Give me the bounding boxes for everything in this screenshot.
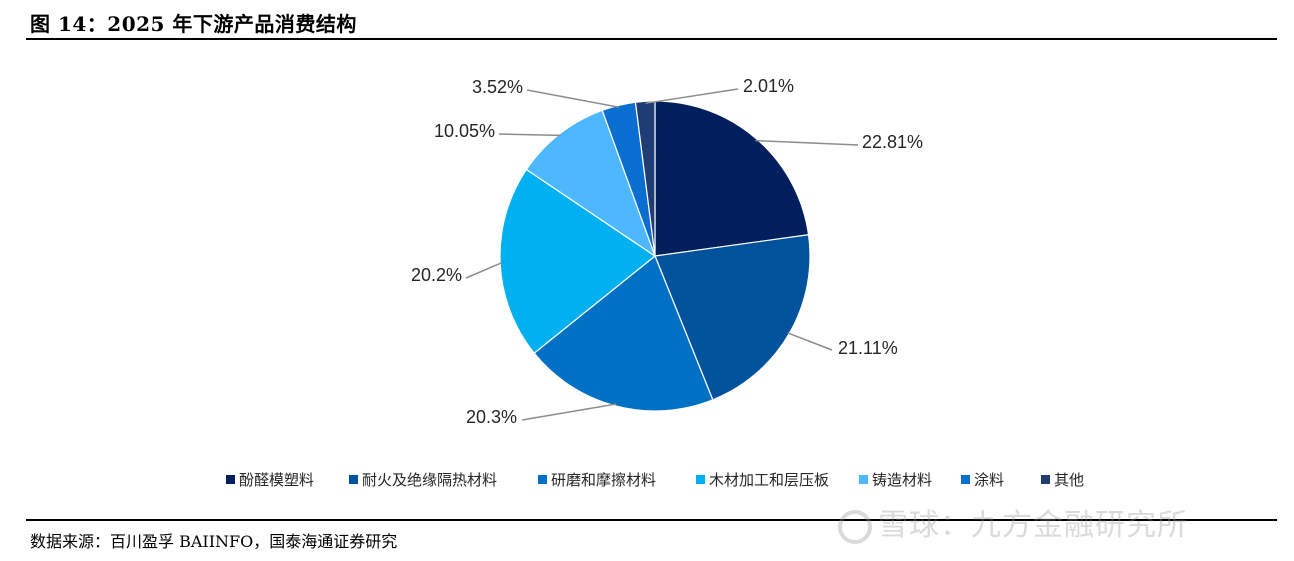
legend-item-3: 研磨和摩擦材料 [538, 471, 656, 489]
leader-line-5 [498, 133, 561, 137]
pie-slices [499, 100, 811, 412]
leader-line-6 [526, 89, 620, 109]
legend-item-4: 木材加工和层压板 [696, 471, 829, 489]
legend-label-1: 酚醛模塑料 [239, 471, 314, 489]
legend-label-5: 铸造材料 [872, 471, 932, 489]
watermark-text: 雪球：九方金融研究所 [878, 508, 1188, 543]
legend-label-3: 研磨和摩擦材料 [551, 471, 656, 489]
snowball-logo-icon [838, 509, 872, 544]
data-label-5: 10.05% [434, 121, 495, 141]
data-labels: 22.81% 21.11% 20.3% 20.2% 10.05% 3.52% 2.01% [411, 76, 923, 427]
pie-slice-3 [533, 255, 714, 412]
legend-item-1: 酚醛模塑料 [226, 471, 314, 489]
legend-swatch-7 [1041, 475, 1050, 484]
leader-line-3 [521, 403, 617, 421]
leader-line-2 [787, 332, 833, 351]
legend-swatch-4 [696, 475, 705, 484]
legend-item-2: 耐火及绝缘隔热材料 [349, 471, 497, 489]
leader-line-4 [465, 261, 503, 279]
legend-swatch-6 [961, 475, 970, 484]
pie-slice-5 [525, 109, 657, 258]
legend-label-7: 其他 [1054, 471, 1084, 489]
data-label-3: 20.3% [466, 407, 517, 427]
data-label-7: 2.01% [743, 76, 794, 96]
leader-line-7 [645, 88, 739, 105]
watermark: 雪球：九方金融研究所 [838, 500, 1188, 544]
leader-line-1 [755, 139, 859, 146]
figure-title: 图 14：2025 年下游产品消费结构 [30, 12, 357, 36]
legend-label-2: 耐火及绝缘隔热材料 [362, 471, 497, 489]
legend-item-7: 其他 [1041, 471, 1084, 489]
data-label-2: 21.11% [838, 338, 898, 358]
legend-swatch-5 [859, 475, 868, 484]
legend-swatch-1 [226, 475, 235, 484]
legend-label-4: 木材加工和层压板 [709, 471, 829, 489]
data-label-6: 3.52% [472, 77, 523, 97]
title-divider [26, 38, 1277, 40]
source-note: 数据来源：百川盈孚 BAIINFO，国泰海通证券研究 [30, 532, 398, 551]
data-label-1: 22.81% [862, 132, 923, 152]
footer-divider [26, 519, 1277, 521]
legend-item-5: 铸造材料 [859, 471, 932, 489]
legend-label-6: 涂料 [974, 471, 1004, 489]
pie-slice-1 [654, 100, 810, 257]
legend-swatch-3 [538, 475, 547, 484]
data-label-4: 20.2% [411, 265, 462, 285]
legend-item-6: 涂料 [961, 471, 1004, 489]
legend: 酚醛模塑料 耐火及绝缘隔热材料 研磨和摩擦材料 木材加工和层压板 铸造材料 涂料 其他 [226, 471, 1084, 489]
legend-swatch-2 [349, 475, 358, 484]
pie-slice-7 [634, 100, 656, 257]
leader-lines [465, 88, 859, 421]
